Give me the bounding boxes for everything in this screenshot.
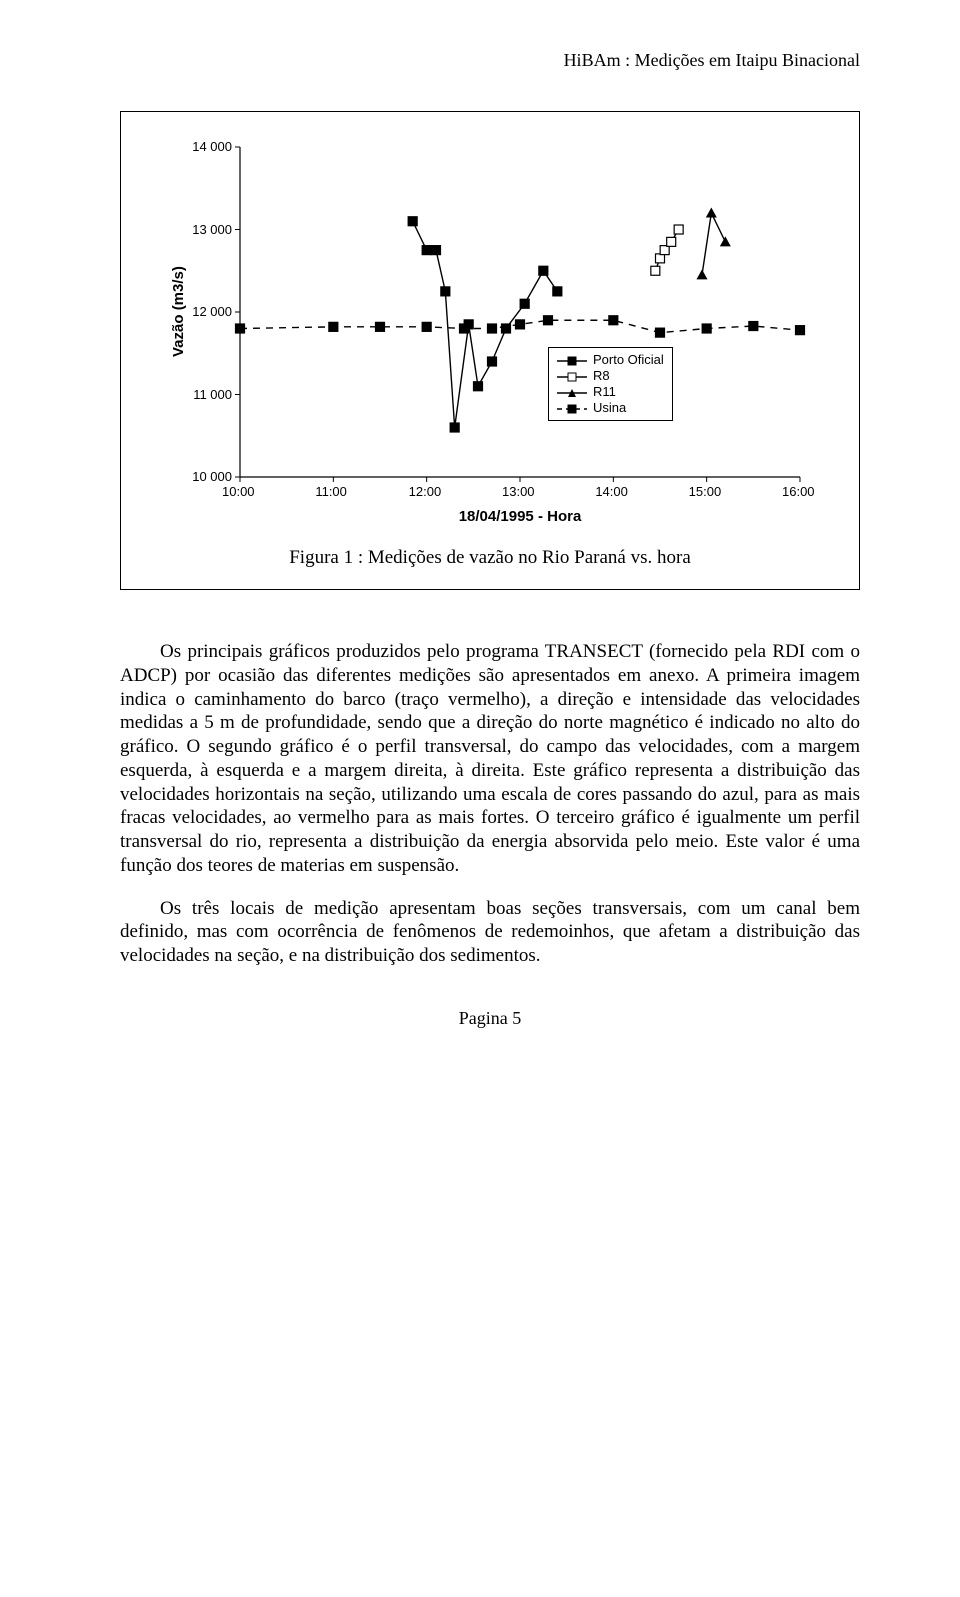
- x-tick-label: 12:00: [409, 484, 442, 499]
- y-tick-label: 12 000: [192, 304, 232, 319]
- legend-swatch: [557, 355, 587, 365]
- legend-item: R11: [557, 384, 664, 400]
- legend-swatch: [557, 403, 587, 413]
- legend-label: Usina: [593, 400, 626, 415]
- page-header: HiBAm : Medições em Itaipu Binacional: [120, 50, 860, 71]
- figure-caption: Figura 1 : Medições de vazão no Rio Para…: [141, 547, 839, 569]
- x-tick-label: 15:00: [689, 484, 722, 499]
- y-axis-label: Vazão (m3/s): [170, 266, 187, 357]
- x-axis-label: 18/04/1995 - Hora: [240, 508, 800, 525]
- y-tick-label: 10 000: [192, 469, 232, 484]
- line-chart: 10 000 11 000 12 000 13 000 14 000 10:00 11:00…: [160, 142, 820, 522]
- legend-swatch: [557, 387, 587, 397]
- legend: Porto OficialR8R11Usina: [548, 347, 673, 421]
- y-tick-label: 13 000: [192, 222, 232, 237]
- x-tick-label: 13:00: [502, 484, 535, 499]
- paragraph-2: Os três locais de medição apresentam boa…: [120, 897, 860, 968]
- legend-item: Porto Oficial: [557, 352, 664, 368]
- y-tick-label: 11 000: [193, 387, 232, 402]
- x-tick-label: 11:00: [315, 484, 347, 499]
- paragraph-1: Os principais gráficos produzidos pelo p…: [120, 640, 860, 878]
- legend-label: R8: [593, 368, 610, 383]
- legend-item: Usina: [557, 400, 664, 416]
- legend-label: Porto Oficial: [593, 352, 664, 367]
- y-tick-label: 14 000: [192, 139, 232, 154]
- legend-item: R8: [557, 368, 664, 384]
- chart-frame: 10 000 11 000 12 000 13 000 14 000 10:00 11:00…: [120, 111, 860, 590]
- x-tick-label: 16:00: [782, 484, 815, 499]
- page-number: Pagina 5: [120, 1008, 860, 1029]
- legend-label: R11: [593, 384, 616, 399]
- x-tick-label: 14:00: [595, 484, 628, 499]
- x-tick-label: 10:00: [222, 484, 255, 499]
- page-container: HiBAm : Medições em Itaipu Binacional 10…: [0, 0, 960, 1089]
- legend-swatch: [557, 371, 587, 381]
